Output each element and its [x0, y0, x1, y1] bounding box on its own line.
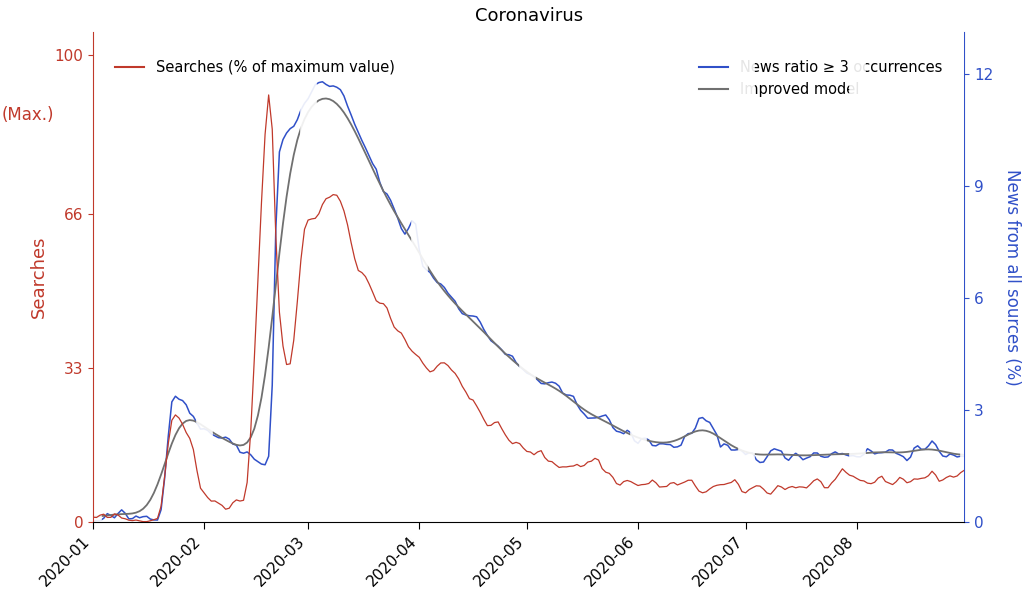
Line: Improved model: Improved model	[93, 98, 964, 517]
Y-axis label: Searches: Searches	[30, 235, 47, 318]
Title: Coronavirus: Coronavirus	[475, 7, 583, 25]
Y-axis label: News from all sources (%): News from all sources (%)	[1003, 169, 1021, 386]
Legend: News ratio ≥ 3 occurrences, Improved model: News ratio ≥ 3 occurrences, Improved mod…	[694, 54, 948, 103]
Legend: Searches (% of maximum value): Searches (% of maximum value)	[109, 54, 400, 80]
Line: Searches (% of maximum value): Searches (% of maximum value)	[93, 95, 964, 522]
Text: (Max.): (Max.)	[1, 106, 53, 124]
Line: News ratio ≥ 3 occurrences: News ratio ≥ 3 occurrences	[93, 82, 964, 522]
